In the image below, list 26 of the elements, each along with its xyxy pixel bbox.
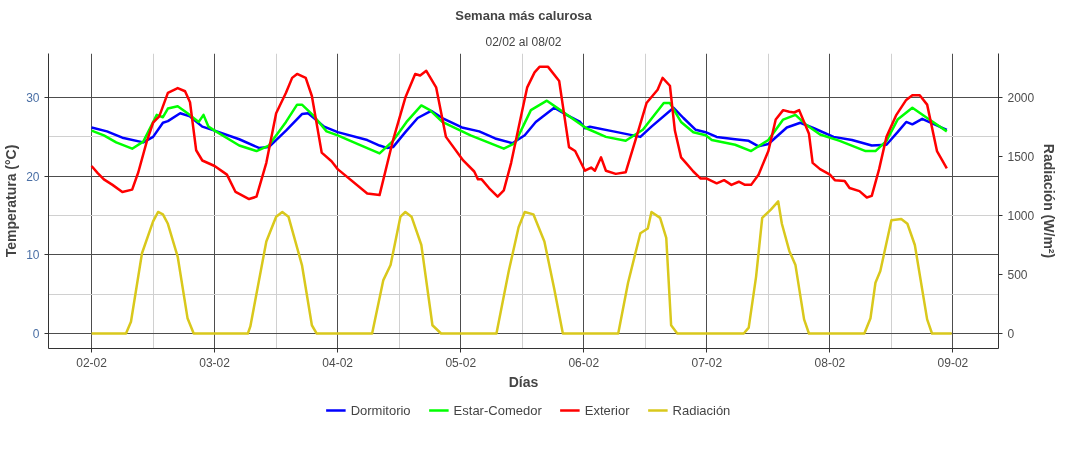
y-tick-label: 10 bbox=[26, 248, 40, 263]
y2-axis-title: Radiación (W/m²) bbox=[1041, 143, 1058, 259]
y-tick-label: 0 bbox=[32, 327, 40, 342]
x-tick-label: 06-02 bbox=[568, 355, 600, 370]
legend-label: Estar-Comedor bbox=[453, 402, 542, 418]
x-tick-label: 09-02 bbox=[937, 355, 969, 370]
x-tick-label: 08-02 bbox=[814, 355, 846, 370]
y-tick-label: 20 bbox=[26, 169, 40, 184]
legend-label: Radiación bbox=[672, 402, 731, 418]
legend-label: Exterior bbox=[584, 402, 630, 418]
y-axis-title: Temperatura (°C) bbox=[3, 144, 20, 258]
x-tick-label: 05-02 bbox=[445, 355, 477, 370]
y2-tick-label: 2000 bbox=[1007, 91, 1035, 106]
x-tick-label: 03-02 bbox=[199, 355, 231, 370]
x-tick-label: 04-02 bbox=[322, 355, 354, 370]
y2-tick-label: 0 bbox=[1007, 327, 1015, 342]
x-tick-label: 02-02 bbox=[76, 355, 108, 370]
x-axis-title: Días bbox=[508, 373, 539, 390]
legend-label: Dormitorio bbox=[350, 402, 411, 418]
y-tick-label: 30 bbox=[26, 91, 40, 106]
chart-subtitle: 02/02 al 08/02 bbox=[485, 34, 562, 49]
y2-tick-label: 1500 bbox=[1007, 150, 1035, 165]
y2-tick-label: 500 bbox=[1007, 268, 1028, 283]
y2-tick-label: 1000 bbox=[1007, 209, 1035, 224]
x-tick-label: 07-02 bbox=[691, 355, 723, 370]
chart-title: Semana más calurosa bbox=[455, 7, 593, 23]
